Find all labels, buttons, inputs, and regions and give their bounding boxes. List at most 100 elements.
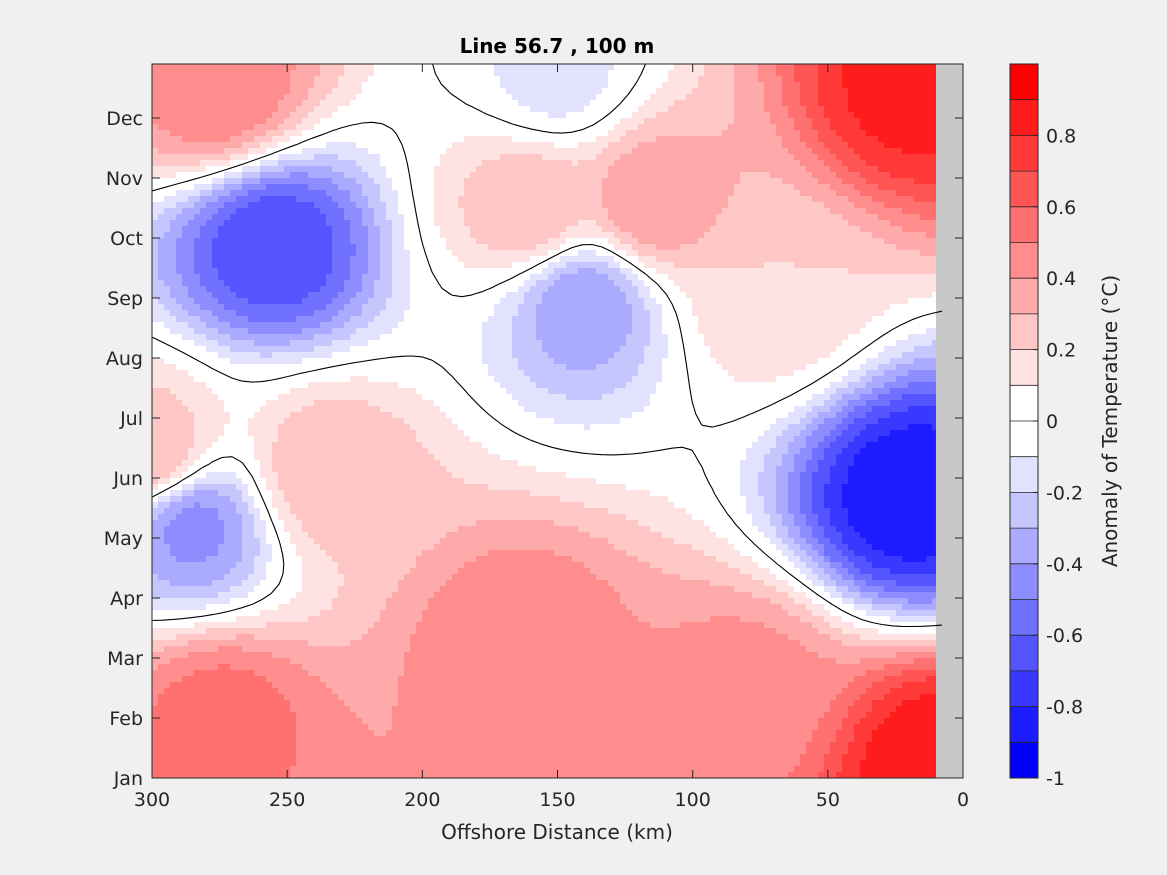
contour-cell (272, 484, 279, 491)
contour-cell (398, 196, 405, 203)
contour-cell (356, 160, 363, 167)
contour-cell (278, 688, 285, 695)
contour-cell (254, 208, 261, 215)
contour-cell (338, 508, 345, 515)
contour-cell (230, 112, 237, 119)
contour-cell (260, 304, 267, 311)
contour-cell (236, 694, 243, 701)
contour-cell (290, 526, 297, 533)
contour-cell (314, 394, 321, 401)
contour-cell (302, 94, 309, 101)
contour-cell (170, 382, 177, 389)
contour-cell (314, 304, 321, 311)
contour-cell (164, 352, 171, 359)
contour-cell (206, 436, 213, 443)
contour-cell (356, 688, 363, 695)
contour-cell (398, 598, 405, 605)
contour-cell (152, 316, 159, 323)
contour-cell (350, 502, 357, 509)
contour-cell (374, 388, 381, 395)
contour-cell (248, 112, 255, 119)
contour-cell (380, 208, 387, 215)
contour-cell (200, 526, 207, 533)
contour-cell (164, 88, 171, 95)
contour-cell (338, 256, 345, 263)
contour-cell (188, 262, 195, 269)
contour-cell (290, 190, 297, 197)
contour-cell (248, 268, 255, 275)
contour-cell (338, 598, 345, 605)
contour-cell (152, 280, 159, 287)
contour-cell (350, 160, 357, 167)
contour-cell (218, 136, 225, 143)
contour-cell (248, 106, 255, 113)
contour-cell (356, 538, 363, 545)
contour-cell (356, 232, 363, 239)
contour-cell (248, 118, 255, 125)
contour-cell (230, 172, 237, 179)
contour-cell (158, 688, 165, 695)
contour-cell (200, 202, 207, 209)
contour-cell (392, 604, 399, 611)
contour-cell (152, 430, 159, 437)
contour-cell (368, 502, 375, 509)
contour-cell (320, 640, 327, 647)
contour-cell (272, 280, 279, 287)
contour-cell (398, 724, 405, 731)
contour-cell (284, 262, 291, 269)
contour-cell (182, 628, 189, 635)
contour-cell (350, 364, 357, 371)
contour-cell (170, 556, 177, 563)
contour-cell (350, 616, 357, 623)
contour-cell (290, 172, 297, 179)
contour-cell (176, 508, 183, 515)
contour-cell (278, 196, 285, 203)
contour-cell (284, 214, 291, 221)
contour-cell (194, 718, 201, 725)
contour-cell (356, 586, 363, 593)
contour-cell (392, 538, 399, 545)
contour-cell (362, 586, 369, 593)
contour-cell (224, 274, 231, 281)
contour-cell (380, 622, 387, 629)
contour-cell (350, 310, 357, 317)
contour-cell (266, 646, 273, 653)
contour-cell (152, 718, 159, 725)
contour-cell (380, 424, 387, 431)
contour-cell (320, 454, 327, 461)
contour-cell (338, 724, 345, 731)
contour-cell (386, 562, 393, 569)
contour-cell (200, 538, 207, 545)
contour-cell (302, 418, 309, 425)
contour-cell (212, 430, 219, 437)
contour-cell (272, 208, 279, 215)
contour-cell (278, 340, 285, 347)
contour-cell (278, 460, 285, 467)
contour-cell (302, 304, 309, 311)
contour-cell (332, 334, 339, 341)
contour-cell (398, 586, 405, 593)
contour-cell (194, 610, 201, 617)
contour-cell (368, 526, 375, 533)
contour-cell (170, 694, 177, 701)
contour-cell (350, 286, 357, 293)
contour-cell (242, 652, 249, 659)
contour-cell (344, 364, 351, 371)
contour-cell (200, 118, 207, 125)
contour-cell (206, 760, 213, 767)
contour-cell (362, 454, 369, 461)
contour-cell (248, 724, 255, 731)
contour-cell (272, 286, 279, 293)
contour-cell (206, 220, 213, 227)
contour-cell (302, 550, 309, 557)
contour-cell (302, 328, 309, 335)
contour-cell (248, 766, 255, 773)
contour-cell (224, 616, 231, 623)
contour-cell (272, 724, 279, 731)
contour-cell (152, 154, 159, 161)
contour-cell (170, 250, 177, 257)
contour-cell (170, 466, 177, 473)
contour-cell (374, 352, 381, 359)
contour-cell (230, 364, 237, 371)
contour-cell (368, 340, 375, 347)
